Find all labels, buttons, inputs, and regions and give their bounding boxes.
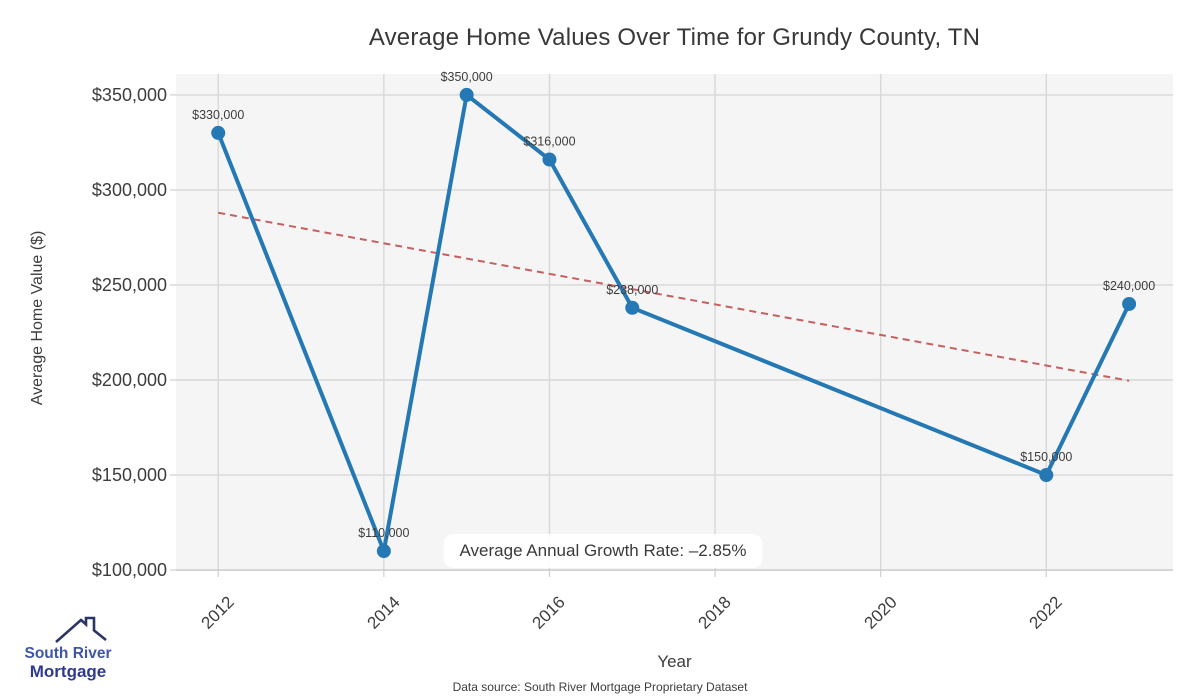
x-tick-label: 2018 <box>694 592 735 633</box>
y-tick-label: $350,000 <box>91 84 167 105</box>
data-point-marker <box>1039 468 1054 483</box>
data-source-note: Data source: South River Mortgage Propri… <box>452 680 748 694</box>
data-point-marker <box>459 87 474 102</box>
chart-canvas: $330,000 $110,000 $350,000 $316,000 $238,000… <box>170 70 1173 577</box>
home-value-line <box>216 92 1132 554</box>
data-point-marker <box>376 544 391 559</box>
growth-rate-annotation: Average Annual Growth Rate: –2.85% <box>443 534 763 568</box>
x-tick-label: 2016 <box>529 592 570 633</box>
data-point-label: $350,000 <box>441 70 493 84</box>
chart-title: Average Home Values Over Time for Grundy… <box>368 24 981 51</box>
x-tick-label: 2022 <box>1025 592 1067 633</box>
logo-line2: Mortgage <box>29 662 107 681</box>
x-axis-label: Year <box>657 652 692 671</box>
data-point-label: $240,000 <box>1103 279 1155 293</box>
logo-line1: South River <box>24 645 112 662</box>
plot-area: $330,000 $110,000 $350,000 $316,000 $238,000… <box>170 70 1173 577</box>
y-axis-label: Average Home Value ($) <box>29 230 46 406</box>
data-point-marker <box>542 152 557 167</box>
data-point-label: $238,000 <box>606 283 658 297</box>
y-tick-label: $300,000 <box>91 179 167 200</box>
y-tick-label: $200,000 <box>91 369 167 390</box>
house-roof-icon <box>55 616 107 643</box>
y-tick-label: $150,000 <box>91 465 167 486</box>
data-point-label: $316,000 <box>523 135 575 149</box>
data-point-label: $110,000 <box>358 526 409 540</box>
data-point-marker <box>211 125 226 140</box>
logo: South River Mortgage <box>18 612 118 682</box>
x-tick-label: 2012 <box>197 592 238 633</box>
data-point-label: $150,000 <box>1020 450 1072 464</box>
x-tick-label: 2020 <box>860 592 901 633</box>
trend-line <box>218 211 1130 382</box>
data-point-marker <box>625 300 640 315</box>
data-point-marker <box>1122 296 1137 311</box>
y-tick-label: $100,000 <box>91 560 167 581</box>
data-point-label: $330,000 <box>192 108 244 122</box>
y-tick-label: $250,000 <box>91 274 167 295</box>
x-tick-label: 2014 <box>363 592 404 633</box>
